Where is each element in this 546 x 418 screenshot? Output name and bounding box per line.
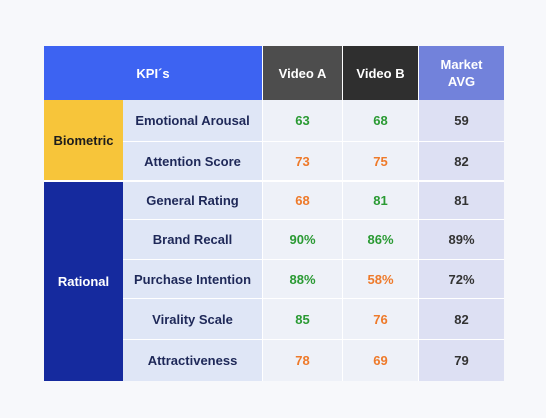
market-avg-value: 89% — [418, 219, 505, 259]
group-label-biometric: Biometric — [44, 100, 123, 180]
video-a-value: 88% — [262, 259, 343, 298]
header-market-line1: Market — [440, 57, 483, 72]
market-avg-value: 82 — [418, 141, 505, 180]
table-row: Purchase Intention 88% 58% 72% — [44, 259, 505, 298]
header-market-line2: AVG — [447, 74, 476, 89]
market-avg-value: 81 — [418, 180, 505, 219]
header-video-b: Video B — [342, 46, 419, 100]
video-a-value: 68 — [262, 180, 343, 219]
video-a-value: 63 — [262, 100, 343, 141]
video-b-value: 76 — [342, 298, 419, 339]
video-b-value: 75 — [342, 141, 419, 180]
video-a-value: 78 — [262, 339, 343, 381]
video-a-value: 90% — [262, 219, 343, 259]
market-avg-value: 72% — [418, 259, 505, 298]
table-row: Brand Recall 90% 86% 89% — [44, 219, 505, 259]
header-market-avg: Market AVG — [418, 46, 505, 100]
table-header-row: KPI´s Video A Video B Market AVG — [44, 46, 505, 100]
header-kpi: KPI´s — [44, 46, 263, 100]
video-b-value: 86% — [342, 219, 419, 259]
row-label: Brand Recall — [123, 219, 263, 259]
table-row: Rational General Rating 68 81 81 — [44, 180, 505, 381]
row-label: Virality Scale — [123, 298, 263, 339]
table-row: Virality Scale 85 76 82 — [44, 298, 505, 339]
video-b-value: 69 — [342, 339, 419, 381]
video-b-value: 58% — [342, 259, 419, 298]
table-row: Biometric Emotional Arousal 63 68 59 — [44, 100, 505, 180]
video-b-value: 81 — [342, 180, 419, 219]
row-label: Purchase Intention — [123, 259, 263, 298]
group-label-rational: Rational — [44, 180, 123, 381]
market-avg-value: 82 — [418, 298, 505, 339]
row-label: Attention Score — [123, 141, 263, 180]
market-avg-value: 79 — [418, 339, 505, 381]
header-video-a: Video A — [262, 46, 343, 100]
video-a-value: 85 — [262, 298, 343, 339]
row-label: Emotional Arousal — [123, 100, 263, 141]
video-a-value: 73 — [262, 141, 343, 180]
kpi-comparison-table: KPI´s Video A Video B Market AVG Biometr… — [44, 46, 505, 381]
video-b-value: 68 — [342, 100, 419, 141]
market-avg-value: 59 — [418, 100, 505, 141]
table-row: Attractiveness 78 69 79 — [44, 339, 505, 381]
row-label: Attractiveness — [123, 339, 263, 381]
table-row: Attention Score 73 75 82 — [44, 141, 505, 180]
row-label: General Rating — [123, 180, 263, 219]
